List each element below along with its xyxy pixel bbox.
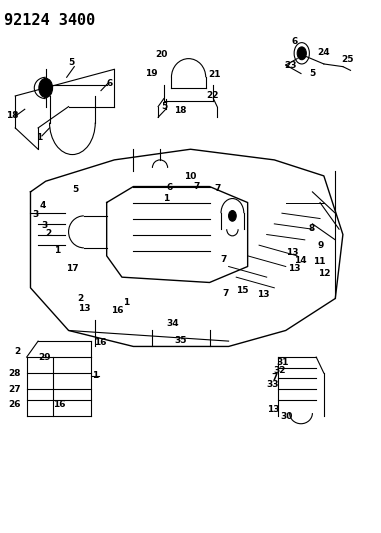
Text: 7: 7 bbox=[271, 373, 277, 382]
Text: 21: 21 bbox=[208, 70, 220, 79]
Text: 8: 8 bbox=[309, 224, 315, 232]
Text: 35: 35 bbox=[174, 336, 186, 344]
Text: 1: 1 bbox=[92, 372, 98, 380]
Text: 32: 32 bbox=[273, 366, 285, 375]
Text: 5: 5 bbox=[162, 102, 168, 111]
Text: 4: 4 bbox=[40, 201, 46, 209]
Text: 1: 1 bbox=[36, 133, 42, 142]
Text: 5: 5 bbox=[72, 185, 78, 193]
Text: 1: 1 bbox=[163, 194, 169, 203]
Text: 34: 34 bbox=[166, 319, 179, 328]
Text: 3: 3 bbox=[32, 210, 38, 219]
Text: 12: 12 bbox=[319, 269, 331, 278]
Text: 23: 23 bbox=[284, 61, 296, 69]
Text: 5: 5 bbox=[68, 59, 74, 67]
Text: 13: 13 bbox=[288, 264, 300, 272]
Text: 15: 15 bbox=[237, 286, 249, 295]
Text: 16: 16 bbox=[53, 400, 66, 408]
Text: 13: 13 bbox=[258, 290, 270, 298]
Circle shape bbox=[39, 78, 53, 98]
Text: 11: 11 bbox=[313, 257, 325, 265]
Text: 16: 16 bbox=[94, 338, 106, 346]
Text: 33: 33 bbox=[267, 381, 279, 389]
Text: 13: 13 bbox=[78, 304, 91, 312]
Text: 6: 6 bbox=[107, 79, 113, 88]
Text: 16: 16 bbox=[111, 306, 123, 315]
Text: 14: 14 bbox=[294, 256, 307, 264]
Text: 2: 2 bbox=[14, 348, 21, 356]
Text: 28: 28 bbox=[8, 369, 21, 377]
Text: 19: 19 bbox=[145, 69, 158, 78]
Text: 7: 7 bbox=[194, 182, 200, 190]
Text: 10: 10 bbox=[184, 173, 196, 181]
Text: 25: 25 bbox=[341, 55, 354, 64]
Text: 7: 7 bbox=[221, 255, 227, 264]
Text: 2: 2 bbox=[77, 294, 83, 303]
Text: 6: 6 bbox=[291, 37, 298, 46]
Text: 26: 26 bbox=[8, 400, 21, 408]
Text: 20: 20 bbox=[155, 51, 167, 59]
Text: 24: 24 bbox=[317, 48, 330, 56]
Text: 7: 7 bbox=[215, 184, 221, 192]
Text: 31: 31 bbox=[277, 358, 289, 367]
Text: 5: 5 bbox=[309, 69, 315, 78]
Text: 17: 17 bbox=[66, 264, 78, 272]
Text: 30: 30 bbox=[280, 413, 293, 421]
Text: 22: 22 bbox=[207, 92, 219, 100]
Text: 1: 1 bbox=[123, 298, 129, 307]
Circle shape bbox=[229, 211, 236, 221]
Circle shape bbox=[297, 47, 306, 60]
Text: 13: 13 bbox=[267, 405, 279, 414]
Text: 18: 18 bbox=[174, 106, 186, 115]
Text: 7: 7 bbox=[223, 289, 229, 297]
Text: 13: 13 bbox=[287, 248, 299, 256]
Text: 9: 9 bbox=[318, 241, 324, 249]
Text: 29: 29 bbox=[38, 353, 51, 361]
Text: 3: 3 bbox=[41, 221, 47, 230]
Text: 6: 6 bbox=[166, 183, 173, 192]
Text: 2: 2 bbox=[45, 229, 51, 238]
Text: 27: 27 bbox=[8, 385, 21, 393]
Text: 1: 1 bbox=[54, 246, 60, 255]
Text: 92124 3400: 92124 3400 bbox=[4, 13, 95, 28]
Text: 18: 18 bbox=[6, 111, 18, 120]
